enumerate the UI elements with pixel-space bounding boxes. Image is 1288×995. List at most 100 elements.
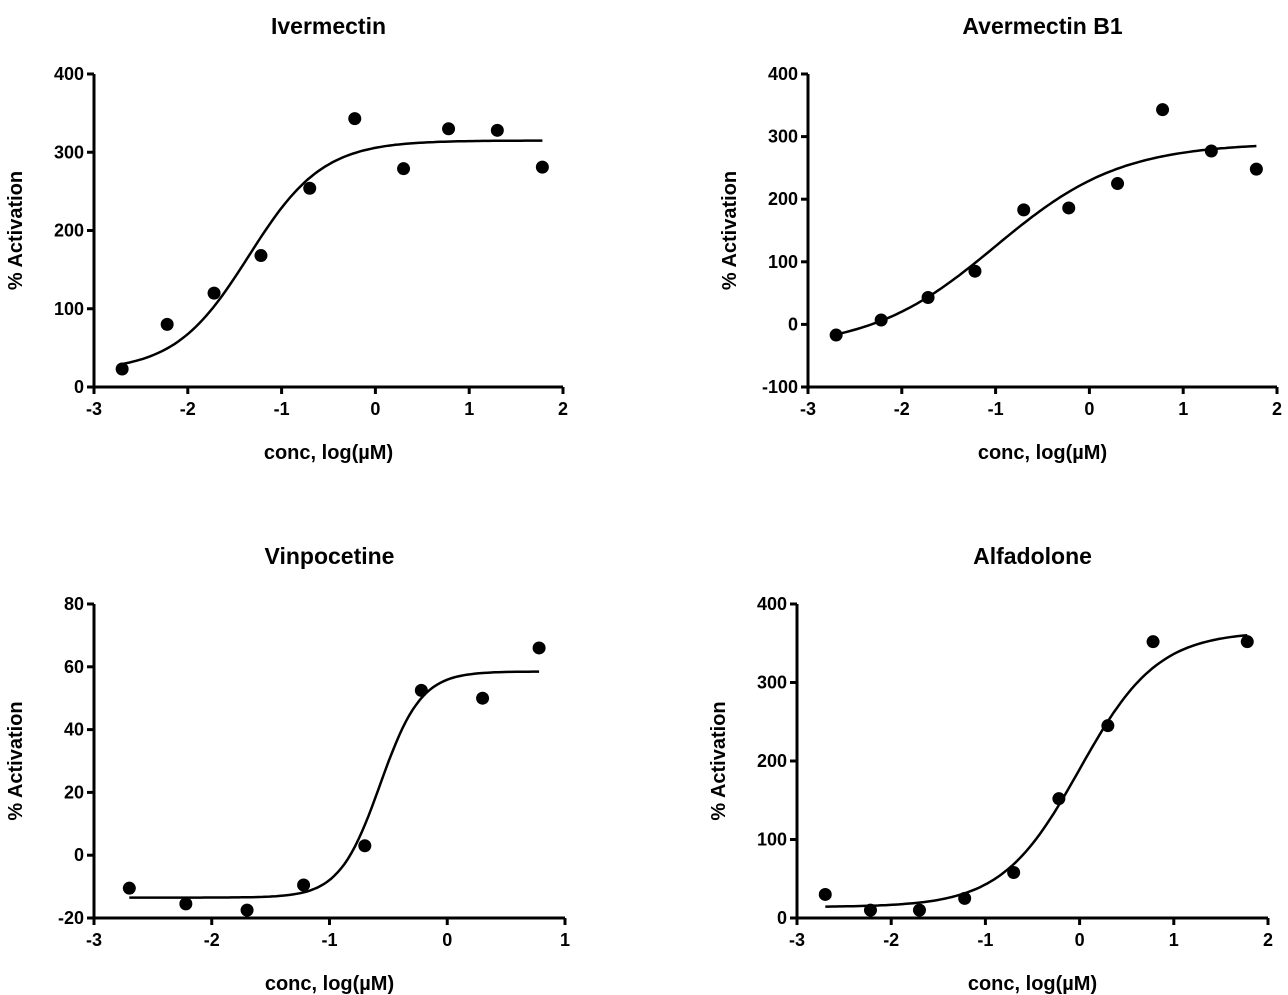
data-point [912, 903, 926, 917]
x-tick-label: 1 [464, 399, 474, 419]
y-tick-label: 100 [757, 830, 787, 850]
y-tick-label: 0 [74, 377, 84, 397]
x-tick-label: -2 [204, 930, 220, 950]
x-axis-label: conc, log(µM) [978, 442, 1107, 464]
data-point [1146, 635, 1160, 649]
data-point [1017, 203, 1031, 217]
y-tick-label: -100 [762, 377, 798, 397]
data-point [1007, 865, 1021, 879]
data-point [297, 878, 311, 892]
x-tick-label: 1 [1169, 930, 1179, 950]
fit-curve [825, 633, 1248, 908]
y-tick-label: 0 [74, 845, 84, 865]
x-tick-label: 1 [560, 930, 570, 950]
x-axis-label: conc, log(µM) [968, 973, 1097, 995]
data-point [303, 181, 317, 195]
y-axis-label: % Activation [5, 171, 27, 290]
y-tick-label: 200 [54, 221, 84, 241]
x-tick-label: 0 [1084, 399, 1094, 419]
y-tick-label: 40 [64, 720, 84, 740]
x-tick-label: 0 [442, 930, 452, 950]
y-tick-label: 20 [64, 782, 84, 802]
chart-panel-alfadolone: Alfadolone -3 -2 -1 0 1 2 0 100 200 300 400 conc, lo… [708, 543, 1273, 995]
y-tick-label: 100 [54, 299, 84, 319]
y-tick-label: 0 [777, 908, 787, 928]
data-point [829, 328, 843, 342]
data-point [358, 839, 372, 853]
data-point [490, 123, 504, 137]
data-point [1204, 144, 1218, 158]
chart-title: Vinpocetine [265, 543, 395, 569]
x-tick-label: -3 [86, 399, 102, 419]
fit-curve [129, 670, 540, 899]
x-tick-label: 2 [1263, 930, 1273, 950]
data-point [532, 641, 546, 655]
data-point [535, 160, 549, 174]
x-tick-label: -2 [894, 399, 910, 419]
data-point [1052, 792, 1066, 806]
x-tick-label: 1 [1178, 399, 1188, 419]
x-axis-label: conc, log(µM) [264, 442, 393, 464]
y-tick-label: 300 [757, 673, 787, 693]
y-axis-label: % Activation [5, 701, 27, 820]
data-point [818, 887, 832, 901]
chart-title: Avermectin B1 [962, 13, 1122, 39]
y-tick-label: 200 [757, 751, 787, 771]
x-tick-label: -1 [274, 399, 290, 419]
x-tick-label: 0 [1075, 930, 1085, 950]
data-point [1156, 103, 1170, 117]
data-point [863, 903, 877, 917]
chart-panel-avermectin-b1: Avermectin B1 -3 -2 -1 0 1 2 -100 0 100 200 300 400 c… [719, 13, 1282, 464]
x-tick-label: -1 [988, 399, 1004, 419]
data-point [115, 362, 129, 376]
fit-curve [121, 139, 543, 366]
fit-curve [835, 144, 1257, 336]
data-point [921, 290, 935, 304]
y-tick-label: 200 [768, 189, 798, 209]
y-tick-label: 400 [757, 594, 787, 614]
y-tick-label: -20 [58, 908, 84, 928]
x-tick-label: 0 [370, 399, 380, 419]
y-tick-label: 0 [788, 314, 798, 334]
y-tick-label: 80 [64, 594, 84, 614]
data-point [254, 249, 268, 263]
data-point [442, 122, 456, 136]
y-tick-label: 100 [768, 252, 798, 272]
x-tick-label: 2 [558, 399, 568, 419]
chart-panel-vinpocetine: Vinpocetine -3 -2 -1 0 1 -20 0 20 40 60 80 conc, log… [5, 543, 570, 995]
data-point [968, 264, 982, 278]
data-point [122, 881, 136, 895]
chart-panel-ivermectin: Ivermectin -3 -2 -1 0 1 2 0 100 200 300 400 conc, lo… [5, 13, 568, 464]
y-axis-label: % Activation [708, 701, 730, 820]
data-point [874, 313, 888, 327]
data-point [179, 897, 193, 911]
y-tick-label: 300 [54, 142, 84, 162]
x-tick-label: -2 [883, 930, 899, 950]
chart-title: Alfadolone [973, 543, 1092, 569]
y-tick-label: 400 [54, 64, 84, 84]
data-point [207, 286, 221, 300]
x-tick-label: -1 [977, 930, 993, 950]
x-axis-label: conc, log(µM) [265, 973, 394, 995]
x-tick-label: -3 [789, 930, 805, 950]
data-point [397, 162, 411, 176]
y-tick-label: 300 [768, 127, 798, 147]
data-point [240, 903, 254, 917]
data-point [1111, 177, 1125, 191]
data-point [1101, 719, 1115, 733]
data-point [476, 691, 490, 705]
data-point [958, 891, 972, 905]
y-tick-label: 400 [768, 64, 798, 84]
x-tick-label: 2 [1272, 399, 1282, 419]
x-tick-label: -3 [800, 399, 816, 419]
data-point [1062, 201, 1076, 215]
data-point [348, 112, 362, 126]
x-tick-label: -2 [180, 399, 196, 419]
chart-title: Ivermectin [271, 13, 386, 39]
y-axis-label: % Activation [719, 171, 741, 290]
data-point [1240, 635, 1254, 649]
y-tick-label: 60 [64, 657, 84, 677]
data-point [160, 317, 174, 331]
data-point [1249, 162, 1263, 176]
